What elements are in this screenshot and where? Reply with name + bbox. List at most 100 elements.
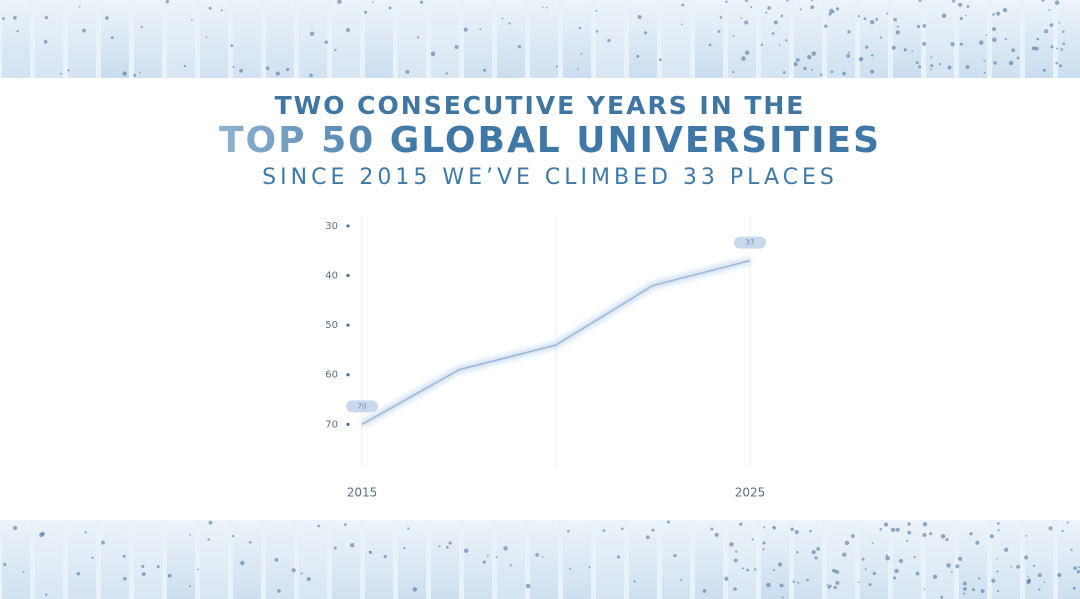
banner-stripe: [530, 520, 558, 599]
banner-speck: [991, 578, 996, 583]
banner-speck: [616, 555, 621, 559]
banner-speck: [766, 582, 771, 588]
banner-speck: [133, 73, 137, 77]
banner-speck: [807, 54, 812, 60]
banner-speck: [797, 581, 800, 584]
banner-speck: [993, 61, 997, 65]
banner-stripe: [365, 0, 393, 78]
banner-speck: [895, 30, 900, 35]
banner-speck: [959, 42, 964, 46]
value-label: 70: [358, 402, 367, 410]
banner-speck: [1076, 570, 1080, 574]
banner-speck: [996, 570, 999, 573]
banner-speck: [286, 67, 290, 72]
banner-speck: [847, 30, 851, 34]
banner-speck: [741, 567, 744, 570]
banner-speck: [824, 24, 828, 28]
banner-speck: [992, 13, 995, 16]
banner-speck: [996, 11, 1001, 16]
banner-stripe: [101, 0, 129, 78]
value-label-bubble: [734, 236, 766, 249]
banner-speck: [872, 571, 876, 576]
banner-stripe: [68, 520, 96, 599]
banner-stripe: [35, 0, 63, 78]
banner-speck: [763, 526, 766, 529]
banner-speck: [1036, 38, 1039, 41]
banner-speck: [913, 555, 916, 559]
banner-speck: [567, 529, 570, 533]
banner-speck: [739, 522, 743, 526]
banner-speck: [780, 14, 784, 18]
banner-stripe: [200, 0, 228, 78]
banner-speck: [1008, 60, 1014, 66]
banner-speck: [724, 576, 729, 581]
banner-speck: [940, 595, 944, 599]
banner-speck: [896, 25, 899, 28]
banner-speck: [868, 583, 872, 587]
banner-speck: [22, 571, 25, 573]
banner-stripe: [266, 0, 294, 78]
banner-speck: [890, 527, 896, 532]
value-label-bubble: [346, 400, 378, 413]
banner-speck: [997, 589, 1000, 593]
y-tick-label: 30: [325, 221, 338, 232]
banner-speck: [922, 533, 927, 537]
banner-speck: [545, 6, 548, 9]
banner-speck: [958, 556, 963, 561]
banner-speck: [1010, 565, 1013, 568]
banner-speck: [651, 528, 655, 532]
banner-speck: [667, 520, 670, 524]
banner-speck: [403, 547, 406, 550]
banner-speck: [833, 585, 837, 590]
banner-speck: [710, 527, 714, 531]
banner-speck: [767, 6, 772, 10]
banner-speck: [248, 541, 252, 544]
banner-speck: [975, 540, 980, 545]
banner-stripe: [728, 0, 756, 78]
banner-speck: [779, 583, 784, 588]
banner-speck: [744, 50, 750, 55]
banner-speck: [729, 542, 734, 547]
banner-speck: [464, 548, 469, 553]
banner-speck: [869, 19, 875, 25]
banner-speck: [702, 589, 707, 593]
banner-speck: [810, 68, 813, 71]
banner-speck: [188, 585, 191, 588]
banner-speck: [1004, 547, 1009, 552]
banner-stripe: [431, 0, 459, 78]
y-tick-label: 70: [325, 419, 338, 430]
banner-speck: [781, 596, 784, 599]
banner-speck: [45, 593, 48, 596]
value-label: 37: [746, 239, 755, 247]
banner-speck: [751, 538, 754, 541]
banner-speck: [875, 17, 879, 21]
banner-speck: [405, 69, 410, 74]
banner-speck: [992, 37, 997, 43]
banner-speck: [762, 541, 766, 545]
banner-speck: [765, 11, 768, 14]
banner-stripe: [761, 520, 789, 599]
banner-speck: [732, 35, 735, 37]
banner-speck: [1061, 529, 1064, 533]
banner-speck: [680, 579, 682, 582]
y-tick-mark: [346, 224, 350, 228]
banner-speck: [438, 545, 441, 548]
banner-speck: [445, 72, 448, 75]
banner-speck: [265, 66, 270, 71]
banner-speck: [1025, 535, 1028, 537]
banner-stripe: [662, 0, 690, 78]
banner-speck: [744, 20, 749, 25]
banner-speck: [517, 45, 522, 49]
banner-speck: [1059, 64, 1063, 68]
banner-speck: [898, 558, 904, 564]
banner-stripe: [596, 520, 624, 599]
banner-speck: [1043, 581, 1046, 584]
banner-speck: [636, 54, 640, 58]
banner-speck: [230, 44, 234, 48]
banner-speck: [997, 529, 1000, 532]
banner-stripe: [860, 0, 888, 78]
banner-speck: [555, 65, 558, 68]
banner-speck: [778, 44, 781, 47]
banner-speck: [122, 554, 126, 558]
